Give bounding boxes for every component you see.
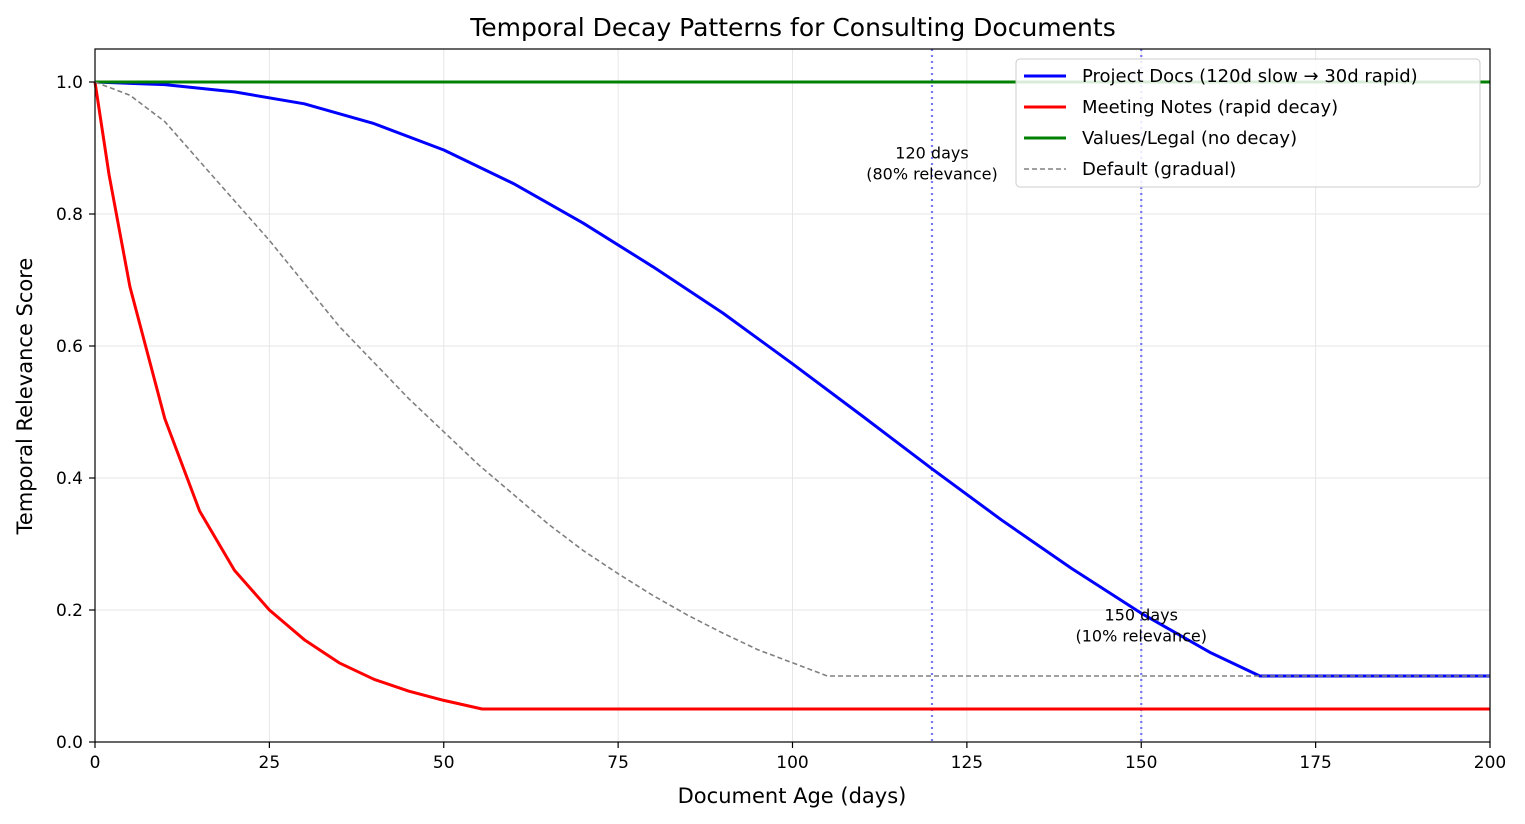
axis-ticks: 0 25 50 75 100 125 150 175 200 0.0 0.2 0.4 0.6 0.8 1.0 (56, 73, 1506, 773)
y-tick-label: 0.6 (56, 337, 83, 357)
x-tick-label: 125 (951, 753, 983, 773)
series-line-0 (94, 80, 1490, 678)
legend-entry: Meeting Notes (rapid decay) (1082, 97, 1338, 118)
annotations: 120 days (80% relevance) 150 days (10% rele… (866, 144, 1207, 646)
x-tick-label: 75 (607, 753, 629, 773)
x-tick-label: 150 (1125, 753, 1157, 773)
y-tick-label: 0.2 (56, 601, 83, 621)
annotation-text: (10% relevance) (1075, 627, 1207, 646)
legend-entry: Default (gradual) (1082, 159, 1236, 180)
x-tick-label: 0 (90, 753, 101, 773)
legend: Project Docs (120d slow → 30d rapid) Meet… (1015, 58, 1481, 188)
x-tick-label: 100 (776, 753, 808, 773)
y-tick-label: 0.8 (56, 205, 83, 225)
y-axis-label: Temporal Relevance Score (13, 258, 37, 536)
y-tick-label: 0.4 (56, 469, 83, 489)
legend-entry: Project Docs (120d slow → 30d rapid) (1082, 66, 1418, 87)
chart-title: Temporal Decay Patterns for Consulting D… (469, 13, 1115, 42)
x-tick-label: 200 (1474, 753, 1506, 773)
x-tick-label: 175 (1299, 753, 1331, 773)
series-lines (93, 80, 1490, 711)
y-tick-label: 1.0 (56, 73, 83, 93)
annotation-text: 150 days (1105, 606, 1178, 625)
series-line-1 (93, 81, 1490, 711)
x-tick-label: 25 (259, 753, 281, 773)
legend-box (1015, 58, 1481, 188)
y-tick-label: 0.0 (56, 733, 83, 753)
legend-entry: Values/Legal (no decay) (1082, 128, 1297, 149)
annotation-text: 120 days (895, 144, 968, 163)
x-axis-label: Document Age (days) (678, 784, 907, 808)
x-tick-label: 50 (433, 753, 455, 773)
annotation-text: (80% relevance) (866, 165, 998, 184)
series-line-3 (94, 81, 1490, 677)
